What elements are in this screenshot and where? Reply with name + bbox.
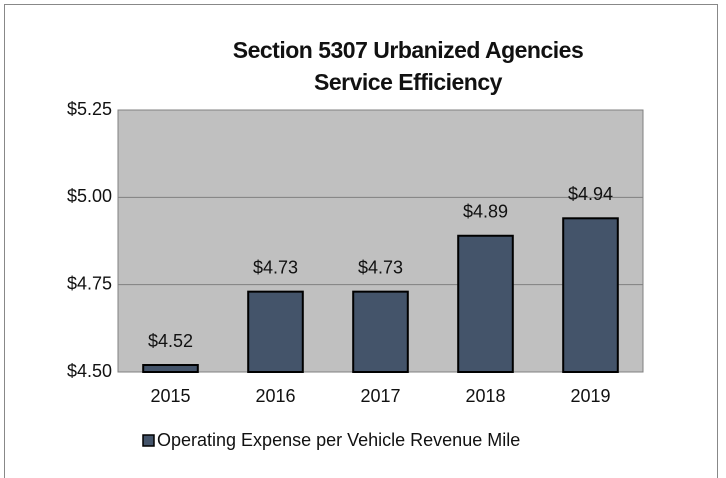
x-tick-label: 2019 <box>570 386 610 406</box>
bar <box>457 234 514 373</box>
chart-title: Section 5307 Urbanized Agencies <box>233 37 584 63</box>
x-tick-label: 2018 <box>465 386 505 406</box>
y-tick-label: $5.25 <box>67 99 112 119</box>
chart-title: Service Efficiency <box>314 69 503 95</box>
x-tick-label: 2016 <box>255 386 295 406</box>
x-tick-label: 2017 <box>360 386 400 406</box>
bar <box>352 290 409 373</box>
bar <box>142 364 199 374</box>
data-label: $4.89 <box>463 202 508 222</box>
y-tick-label: $4.75 <box>67 273 112 293</box>
data-label: $4.52 <box>148 331 193 351</box>
bar <box>247 290 304 373</box>
legend-label: Operating Expense per Vehicle Revenue Mi… <box>157 430 520 450</box>
y-tick-label: $4.50 <box>67 361 112 381</box>
bar <box>562 217 619 373</box>
y-tick-label: $5.00 <box>67 186 112 206</box>
data-label: $4.73 <box>358 257 403 277</box>
data-label: $4.73 <box>253 257 298 277</box>
legend-swatch <box>142 434 155 447</box>
data-label: $4.94 <box>568 184 613 204</box>
x-tick-label: 2015 <box>150 386 190 406</box>
